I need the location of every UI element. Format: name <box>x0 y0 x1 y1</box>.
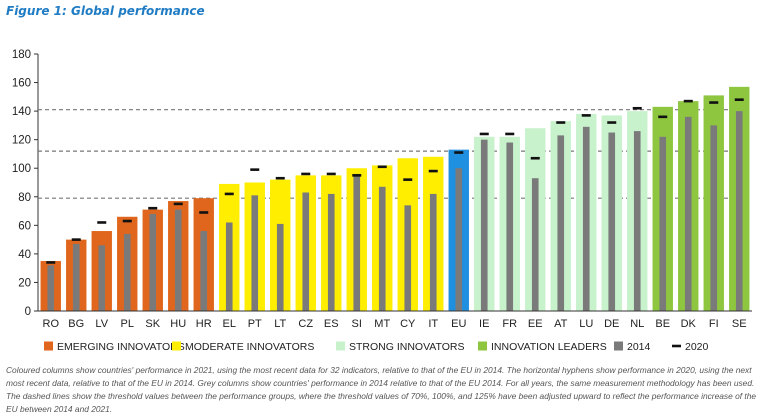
x-tick-label: AT <box>554 318 568 330</box>
bar-2014-HR <box>200 231 208 311</box>
y-tick-label: 140 <box>12 106 31 118</box>
y-tick-label: 40 <box>18 249 31 261</box>
x-tick-label: BG <box>68 318 84 330</box>
x-tick-label: ES <box>324 318 339 330</box>
y-tick-label: 0 <box>25 306 31 318</box>
legend-swatch <box>172 341 181 351</box>
legend-item-grey: 2014 <box>614 341 651 353</box>
x-tick-label: HR <box>196 318 212 330</box>
x-tick-label: SI <box>352 318 362 330</box>
bar-2014-HU <box>174 209 182 311</box>
y-tick-label: 160 <box>12 78 31 90</box>
y-tick-label: 60 <box>18 220 31 232</box>
x-tick-label: BE <box>655 318 670 330</box>
bar-2014-BG <box>72 243 80 311</box>
legend-label: EMERGING INNOVATORS <box>57 341 185 353</box>
legend-swatch <box>478 341 487 351</box>
y-tick-label: 80 <box>18 192 31 204</box>
y-tick-label: 180 <box>12 49 31 61</box>
x-tick-label: LU <box>579 318 593 330</box>
bar-2014-LV <box>98 245 106 311</box>
bar-2014-CY <box>404 205 412 311</box>
bar-2014-PL <box>123 233 131 311</box>
y-tick-label: 120 <box>12 135 31 147</box>
x-tick-label: CY <box>400 318 416 330</box>
x-tick-label: LV <box>95 318 108 330</box>
bar-2014-LU <box>582 126 590 311</box>
x-tick-label: PL <box>121 318 134 330</box>
y-tick-label: 20 <box>18 277 31 289</box>
x-tick-label: DK <box>681 318 697 330</box>
bar-2014-EL <box>225 222 233 311</box>
figure-title: Figure 1: Global performance <box>6 4 205 18</box>
legend-label: MODERATE INNOVATORS <box>185 341 314 353</box>
x-tick-label: EE <box>528 318 543 330</box>
bar-2014-IE <box>480 139 488 311</box>
x-tick-label: IE <box>479 318 489 330</box>
x-tick-label: FI <box>709 318 719 330</box>
x-tick-label: NL <box>630 318 644 330</box>
bar-2014-IT <box>429 193 437 311</box>
figure-caption: Coloured columns show countries' perform… <box>6 365 757 414</box>
legend-label: INNOVATION LEADERS <box>491 341 607 353</box>
x-tick-label: CZ <box>298 318 313 330</box>
bar-2014-NL <box>633 131 641 311</box>
legend-label: 2014 <box>627 341 651 353</box>
bar-2014-SK <box>149 213 157 311</box>
x-tick-label: SE <box>732 318 747 330</box>
x-axis: RO BG LV PL SK HU HR EL PT LT CZ ES SI MT CY IT EU IE FR EE… <box>38 310 752 330</box>
x-tick-label: SK <box>145 318 160 330</box>
bar-2014-BE <box>659 136 667 311</box>
x-tick-label: MT <box>374 318 390 330</box>
x-tick-label: RO <box>43 318 60 330</box>
bar-2014-FI <box>710 125 718 311</box>
legend-label: 2020 <box>685 341 709 353</box>
bar-2014-DK <box>684 116 692 311</box>
x-tick-label: EU <box>451 318 466 330</box>
bar-2014-FR <box>506 142 514 311</box>
bar-2014-ES <box>327 193 335 311</box>
x-tick-label: EL <box>223 318 236 330</box>
bar-2014-CZ <box>302 192 310 311</box>
legend-swatch <box>614 341 623 351</box>
legend: EMERGING INNOVATORS MODERATE INNOVATORS ST… <box>44 341 709 353</box>
bar-2014-LT <box>276 223 284 311</box>
x-tick-label: IT <box>428 318 438 330</box>
bar-2014-AT <box>557 135 565 311</box>
legend-item-leader: INNOVATION LEADERS <box>478 341 607 353</box>
legend-item-moderate: MODERATE INNOVATORS <box>172 341 314 353</box>
y-axis: 0 20 40 60 80 100 120 140 160 180 <box>12 49 39 318</box>
x-tick-label: PT <box>248 318 262 330</box>
legend-swatch <box>44 341 53 351</box>
bars <box>40 86 750 312</box>
bar-2014-EE <box>531 178 539 311</box>
bar-2014-PT <box>251 195 259 311</box>
bar-2014-DE <box>608 132 616 311</box>
legend-swatch <box>336 341 345 351</box>
legend-item-emerging: EMERGING INNOVATORS <box>44 341 185 353</box>
global-performance-chart: 0 20 40 60 80 100 120 140 160 180 RO BG LV PL SK HU HR E… <box>12 49 752 353</box>
y-tick-label: 100 <box>12 163 31 175</box>
bar-2014-EU <box>455 168 463 311</box>
x-tick-label: DE <box>604 318 619 330</box>
bar-2014-RO <box>47 265 55 311</box>
legend-item-hyphen: 2020 <box>672 341 709 353</box>
x-tick-label: FR <box>502 318 517 330</box>
bar-2014-SI <box>353 173 361 311</box>
legend-label: STRONG INNOVATORS <box>349 341 465 353</box>
bar-2014-SE <box>735 111 743 311</box>
bar-2014-MT <box>378 186 386 311</box>
x-tick-label: LT <box>274 318 286 330</box>
x-tick-label: HU <box>170 318 186 330</box>
legend-item-strong: STRONG INNOVATORS <box>336 341 465 353</box>
